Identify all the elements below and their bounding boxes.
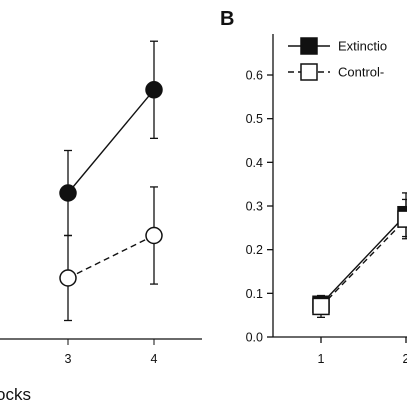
panel-b-legend: Extinctio Control- <box>288 37 387 81</box>
panel-a-point <box>59 184 77 202</box>
panel-a-series <box>59 40 163 322</box>
panel-b-y-tick-label: 0.4 <box>246 156 263 170</box>
panel-b-y-tick-label: 0.1 <box>246 287 263 301</box>
panel-a-series-line <box>67 89 155 194</box>
panel-b-legend-item: Control- <box>288 63 384 81</box>
panel-b-point <box>312 297 330 316</box>
panel-b-series-1 <box>312 192 407 313</box>
panel-a-series-1 <box>59 40 163 237</box>
panel-a-x-tick-label: 4 <box>151 352 158 366</box>
panel-a-x-axis-title: ocks <box>0 385 31 404</box>
panel-a-series-line <box>67 234 155 279</box>
panel-a-point <box>145 226 163 245</box>
panel-b-y-tick-label: 0.0 <box>246 331 263 345</box>
panel-b-series-2 <box>312 198 407 319</box>
panel-b-legend-label: Extinctio <box>338 39 387 54</box>
panel-b-point <box>397 210 407 228</box>
panel-b-legend-item: Extinctio <box>288 37 387 55</box>
panel-a-x-tick-label: 3 <box>65 352 72 366</box>
panel-b-y-tick-label: 0.2 <box>246 243 263 257</box>
panel-b-legend-marker <box>300 37 318 55</box>
panel-a-point <box>59 269 77 287</box>
panel-b-y-ticks: 0.0 0.1 0.2 0.3 0.4 0.5 0.6 <box>246 69 273 345</box>
panel-b-series-line <box>320 218 407 307</box>
panel-b-y-tick-label: 0.6 <box>246 69 263 83</box>
panel-b-x-tick-label: 2 <box>403 352 407 366</box>
panel-a-point <box>145 81 163 99</box>
panel-b-series <box>312 192 407 319</box>
panel-b-series-line <box>320 214 407 305</box>
panel-b-label: B <box>220 8 234 30</box>
panel-b-y-tick-label: 0.3 <box>246 200 263 214</box>
panel-b-y-tick-label: 0.5 <box>246 112 263 126</box>
panel-b-legend-label: Control- <box>338 65 384 80</box>
panel-b-legend-marker <box>300 63 318 81</box>
panel-b-x-tick-label: 1 <box>318 352 325 366</box>
panel-a-series-2 <box>59 186 163 322</box>
